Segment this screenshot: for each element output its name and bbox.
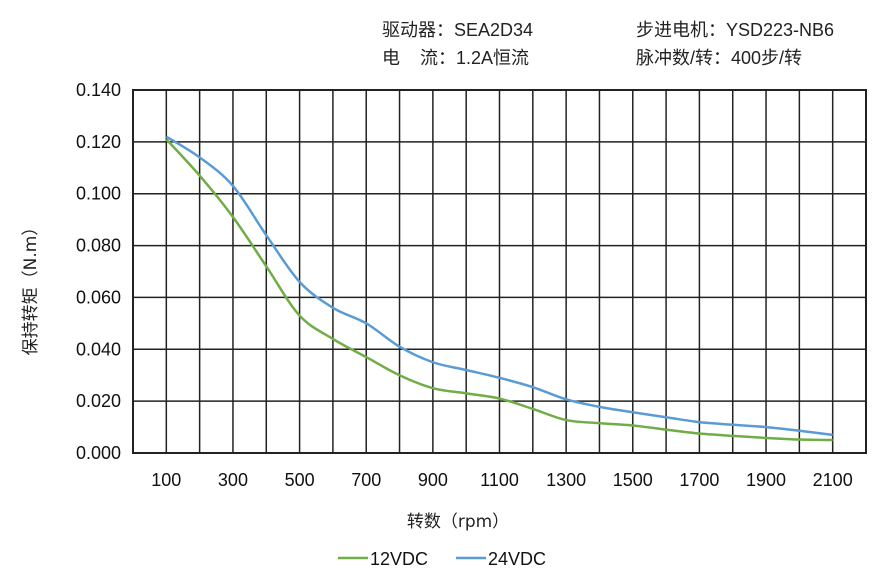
x-tick-label: 1900	[746, 470, 786, 490]
legend-label: 24VDC	[488, 549, 546, 569]
x-tick-label: 500	[285, 470, 315, 490]
x-tick-label: 900	[418, 470, 448, 490]
y-tick-label: 0.040	[76, 339, 121, 359]
y-axis-label: 保持转矩（N.m）	[21, 219, 41, 356]
y-tick-label: 0.000	[76, 443, 121, 463]
y-tick-label: 0.060	[76, 287, 121, 307]
y-tick-label: 0.120	[76, 132, 121, 152]
x-axis-label: 转数（rpm）	[407, 512, 509, 532]
plot-frame	[132, 89, 867, 454]
y-tick-label: 0.020	[76, 391, 121, 411]
legend-label: 12VDC	[370, 549, 428, 569]
y-tick-label: 0.080	[76, 236, 121, 256]
x-tick-label: 2100	[813, 470, 853, 490]
driver-info: 驱动器：SEA2D34	[382, 20, 534, 40]
x-tick-label: 1500	[613, 470, 653, 490]
x-tick-label: 1300	[546, 470, 586, 490]
x-tick-label: 1700	[679, 470, 719, 490]
x-tick-label: 300	[218, 470, 248, 490]
current-info: 电 流：1.2A恒流	[382, 48, 530, 68]
legend: 12VDC 24VDC	[338, 549, 546, 569]
pulses-info: 脉冲数/转：400步/转	[636, 48, 803, 68]
y-tick-label: 0.140	[76, 80, 121, 100]
x-tick-label: 100	[151, 470, 181, 490]
y-tick-label: 0.100	[76, 184, 121, 204]
x-tick-label: 1100	[480, 470, 519, 490]
x-tick-label: 700	[351, 470, 381, 490]
motor-info: 步进电机：YSD223-NB6	[636, 20, 835, 40]
